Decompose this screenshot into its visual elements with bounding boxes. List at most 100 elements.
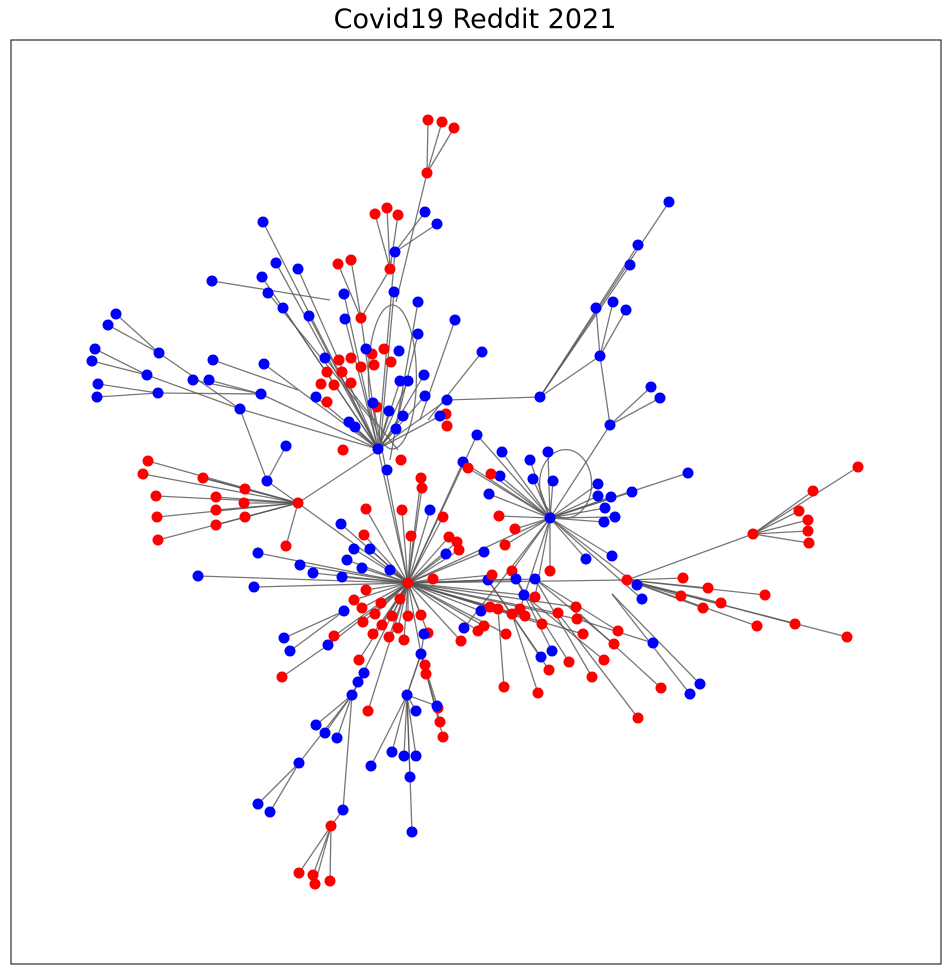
node-red [321, 396, 333, 408]
node-red [415, 609, 427, 621]
graph-edge [260, 393, 379, 450]
node-red [280, 540, 292, 552]
graph-edge [263, 363, 379, 450]
node-blue [542, 446, 554, 458]
node-blue [529, 573, 541, 585]
node-blue [356, 562, 368, 574]
node-red [702, 582, 714, 594]
node-blue [431, 218, 443, 230]
node-red [210, 504, 222, 516]
node-blue [261, 475, 273, 487]
node-blue [647, 637, 659, 649]
node-red [608, 638, 620, 650]
node-red [441, 420, 453, 432]
node-blue [364, 543, 376, 555]
graph-edge [426, 121, 443, 174]
graph-edge [353, 548, 409, 584]
graph-edge [446, 396, 541, 401]
graph-edge [386, 207, 391, 270]
graph-edge [752, 466, 859, 535]
graph-edge [391, 694, 408, 753]
node-red [571, 613, 583, 625]
node-blue [510, 573, 522, 585]
node-red [324, 875, 336, 887]
node-blue [418, 628, 430, 640]
graph-edge [212, 359, 299, 391]
node-red [375, 597, 387, 609]
node-blue [404, 771, 416, 783]
graph-edge [283, 610, 345, 639]
graph-edge [599, 355, 611, 426]
graph-edge [97, 383, 159, 394]
node-red [345, 352, 357, 364]
node-blue [277, 302, 289, 314]
graph-edge [407, 551, 485, 584]
node-red [506, 608, 518, 620]
node-blue [152, 387, 164, 399]
node-red [307, 869, 319, 881]
node-red [276, 671, 288, 683]
graph-edge [281, 644, 329, 678]
node-blue [339, 313, 351, 325]
graph-edge [298, 825, 332, 874]
node-blue [394, 375, 406, 387]
self-loop-edge [367, 304, 418, 450]
graph-edge [752, 490, 814, 535]
node-blue [440, 548, 452, 560]
graph-edge [609, 397, 661, 426]
graph-edge [539, 264, 631, 398]
node-blue [636, 593, 648, 605]
node-blue [372, 443, 384, 455]
node-blue [248, 581, 260, 593]
node-blue [252, 547, 264, 559]
plot-frame [10, 39, 942, 965]
graph-edge [407, 582, 578, 620]
node-blue [684, 688, 696, 700]
node-blue [609, 511, 621, 523]
node-red [421, 167, 433, 179]
node-blue [410, 705, 422, 717]
node-red [392, 209, 404, 221]
graph-edge [549, 472, 689, 519]
graph-edge [401, 509, 409, 584]
graph-edge [476, 434, 551, 519]
node-red [612, 625, 624, 637]
node-blue [604, 419, 616, 431]
graph-edge [626, 579, 758, 627]
node-blue [264, 806, 276, 818]
graph-edge [579, 613, 662, 689]
node-blue [546, 645, 558, 657]
node-layer [86, 114, 864, 890]
node-red [356, 602, 368, 614]
graph-edge [407, 582, 462, 642]
graph-edge [208, 379, 262, 395]
node-blue [415, 648, 427, 660]
node-red [485, 468, 497, 480]
node-blue [478, 546, 490, 558]
node-red [493, 510, 505, 522]
node-red [369, 608, 381, 620]
node-blue [255, 388, 267, 400]
node-blue [412, 296, 424, 308]
node-red [333, 354, 345, 366]
node-red [210, 491, 222, 503]
node-red [383, 631, 395, 643]
graph-edge [91, 360, 148, 376]
node-blue [110, 308, 122, 320]
node-blue [535, 651, 547, 663]
node-blue [419, 390, 431, 402]
node-blue [518, 589, 530, 601]
node-red [436, 116, 448, 128]
node-red [675, 590, 687, 602]
node-blue [280, 440, 292, 452]
node-blue [458, 622, 470, 634]
node-red [802, 514, 814, 526]
graph-edge [365, 508, 409, 584]
graph-edge [344, 318, 379, 450]
node-red [759, 589, 771, 601]
node-red [210, 519, 222, 531]
graph-edge [549, 495, 599, 519]
node-red [355, 361, 367, 373]
node-blue [102, 319, 114, 331]
node-blue [494, 470, 506, 482]
